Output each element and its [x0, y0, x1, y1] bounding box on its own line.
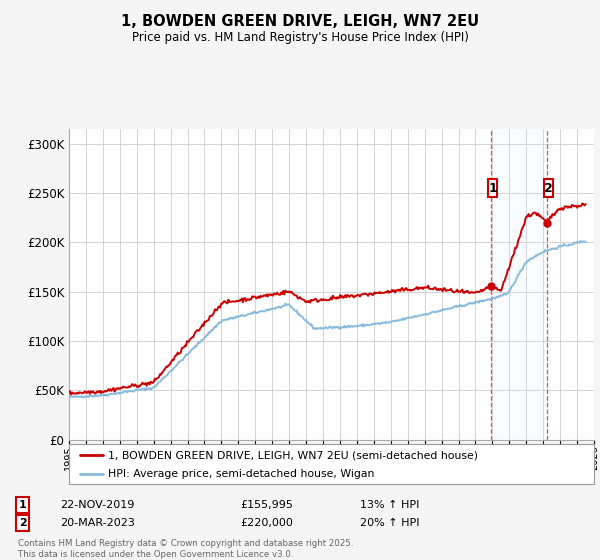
FancyBboxPatch shape — [488, 179, 497, 197]
Text: 22-NOV-2019: 22-NOV-2019 — [60, 500, 134, 510]
Text: Price paid vs. HM Land Registry's House Price Index (HPI): Price paid vs. HM Land Registry's House … — [131, 31, 469, 44]
Text: £220,000: £220,000 — [240, 518, 293, 528]
Bar — [491, 129, 547, 440]
Text: 13% ↑ HPI: 13% ↑ HPI — [360, 500, 419, 510]
Text: 1: 1 — [488, 181, 497, 194]
Text: 20-MAR-2023: 20-MAR-2023 — [60, 518, 135, 528]
Text: 2: 2 — [19, 518, 26, 528]
Text: 1: 1 — [19, 500, 26, 510]
Text: Contains HM Land Registry data © Crown copyright and database right 2025.
This d: Contains HM Land Registry data © Crown c… — [18, 539, 353, 559]
Text: 2: 2 — [544, 181, 553, 194]
Text: 1, BOWDEN GREEN DRIVE, LEIGH, WN7 2EU: 1, BOWDEN GREEN DRIVE, LEIGH, WN7 2EU — [121, 14, 479, 29]
FancyBboxPatch shape — [544, 179, 553, 197]
Text: £155,995: £155,995 — [240, 500, 293, 510]
Text: HPI: Average price, semi-detached house, Wigan: HPI: Average price, semi-detached house,… — [109, 469, 375, 479]
Text: 1, BOWDEN GREEN DRIVE, LEIGH, WN7 2EU (semi-detached house): 1, BOWDEN GREEN DRIVE, LEIGH, WN7 2EU (s… — [109, 450, 478, 460]
Text: 20% ↑ HPI: 20% ↑ HPI — [360, 518, 419, 528]
